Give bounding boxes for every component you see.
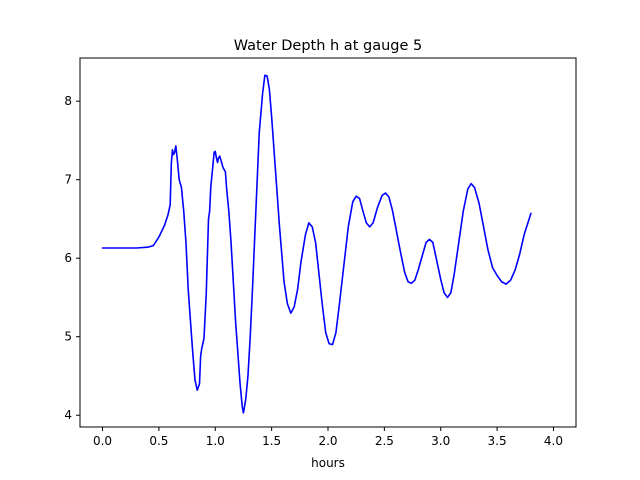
x-tick-label: 3.5 (488, 434, 507, 448)
x-tick-label: 3.0 (431, 434, 450, 448)
x-axis-label: hours (311, 456, 345, 470)
y-tick-label: 6 (64, 251, 72, 265)
x-tick-label: 4.0 (544, 434, 563, 448)
x-tick-label: 0.5 (149, 434, 168, 448)
y-tick-label: 8 (64, 94, 72, 108)
series-line-0 (101, 74, 532, 414)
y-tick-label: 7 (64, 173, 72, 187)
y-tick-label: 5 (64, 330, 72, 344)
chart-title: Water Depth h at gauge 5 (234, 38, 422, 54)
x-tick-label: 0.0 (93, 434, 112, 448)
plot-area (101, 74, 532, 414)
x-tick-label: 1.5 (262, 434, 281, 448)
y-tick-label: 4 (64, 408, 72, 422)
x-tick-label: 1.0 (206, 434, 225, 448)
x-tick-label: 2.5 (375, 434, 394, 448)
x-tick-label: 2.0 (318, 434, 337, 448)
axes: 0.0 0.5 1.0 1.5 2.0 2.5 3.0 3.5 4.0 4 5 6 7 8 (64, 57, 577, 448)
